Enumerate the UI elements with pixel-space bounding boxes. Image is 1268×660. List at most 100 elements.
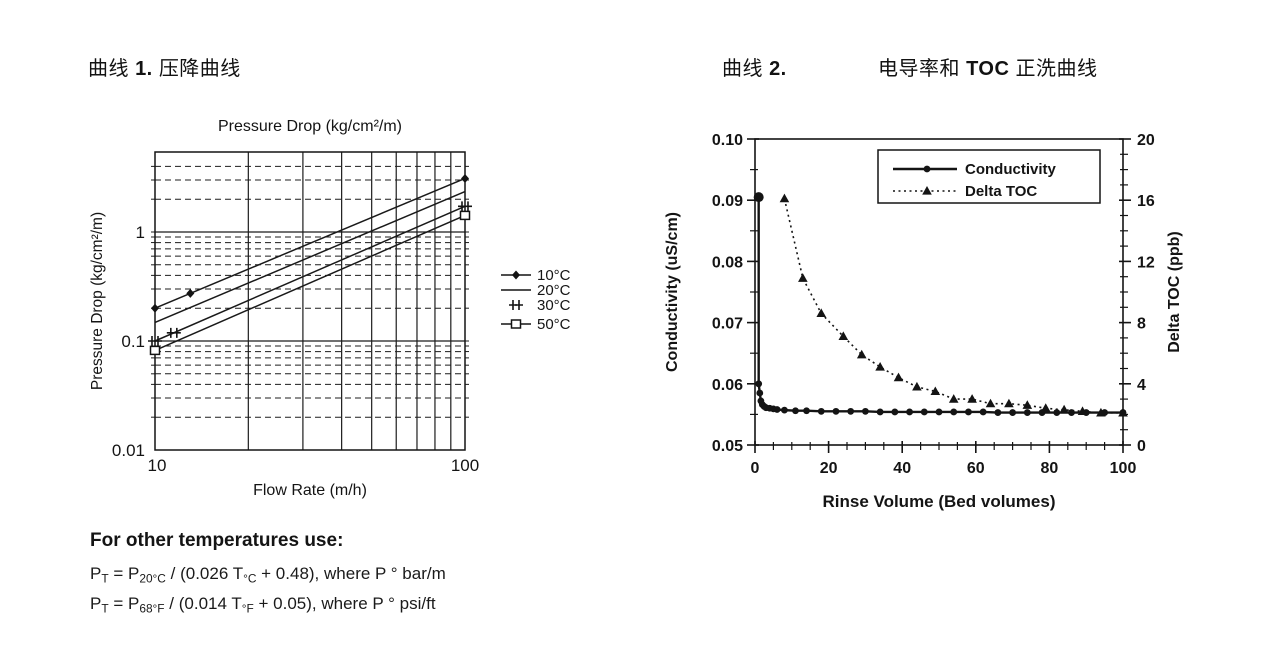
conductivity-point: [773, 406, 781, 413]
chart2-x-tick-label: 60: [967, 460, 985, 477]
plot-border: [154, 151, 466, 451]
conductivity-point: [817, 407, 825, 415]
chart2-x-tick-label: 80: [1041, 460, 1059, 477]
conductivity-point: [1009, 409, 1016, 416]
delta-toc-point: [1118, 407, 1128, 417]
chart2-x-tick-label: 20: [820, 460, 838, 477]
formula-line: PT = P68°F / (0.014 T°F + 0.05), where P…: [90, 593, 436, 616]
chart2-x-tick-label: 40: [893, 460, 911, 477]
chart1-legend-label: 30°C: [537, 297, 571, 314]
grid: [151, 152, 469, 450]
conductivity-point: [832, 407, 840, 415]
chart1-y-tick-label: 0.1: [121, 332, 145, 351]
legend-square: [510, 319, 522, 329]
chart1-y-tick-label: 0.01: [112, 441, 145, 460]
delta-toc-point: [1022, 400, 1033, 409]
10°C-marker: [461, 173, 469, 183]
chart2-left-tick-label: 0.09: [712, 193, 743, 210]
chart1-legend-label: 50°C: [537, 316, 571, 333]
figure2-caption-number: 曲线 2.: [722, 58, 787, 80]
conductivity-point: [792, 407, 799, 415]
conductivity-point: [756, 389, 764, 397]
conductivity-point: [803, 407, 810, 415]
delta-toc-point: [798, 273, 808, 282]
conductivity-point: [847, 407, 855, 415]
delta-toc-point: [1004, 398, 1014, 408]
delta-toc-point: [1040, 403, 1051, 412]
chart1-x-tick-label: 10: [148, 456, 167, 475]
delta-toc-point: [930, 386, 941, 396]
delta-toc-point: [1096, 407, 1106, 417]
series-delta-toc: [779, 193, 1128, 417]
chart2-right-tick-label: 4: [1137, 377, 1146, 394]
conductivity-point: [862, 407, 869, 415]
chart2-right-tick-label: 16: [1137, 193, 1155, 210]
series-10°C: [151, 173, 469, 313]
conductivity-point: [891, 408, 899, 416]
30°C-marker: [148, 336, 162, 346]
10°C-marker: [151, 303, 159, 313]
formula-heading: For other temperatures use:: [90, 530, 344, 551]
series-20°C: [154, 190, 466, 324]
chart2-left-tick-label: 0.08: [712, 254, 743, 271]
30°C-marker: [458, 201, 472, 212]
30°C-marker: [166, 327, 181, 338]
delta-toc-point: [893, 372, 904, 382]
chart1-legend: 10°C20°C30°C 50°C: [501, 267, 571, 333]
axes-ticks: [747, 138, 1131, 453]
chart2-x-tick-label: 0: [751, 460, 760, 477]
chart1-legend-label: 20°C: [537, 282, 571, 299]
delta-toc-point: [779, 193, 790, 203]
chart1-title: Pressure Drop (kg/cm²/m): [218, 118, 402, 135]
10°C-marker: [186, 288, 195, 298]
chart2-left-tick-label: 0.07: [712, 316, 743, 333]
figure1-caption-number: 1.: [135, 58, 153, 80]
legend-plusplus: [509, 300, 523, 310]
figure2-caption-title: 电导率和 TOC 正洗曲线: [878, 58, 1098, 80]
series-30°C: [148, 201, 472, 346]
conductivity-point: [906, 408, 913, 416]
chart2-legend-label: Delta TOC: [965, 183, 1037, 200]
chart2-left-tick-label: 0.06: [712, 377, 743, 394]
chart2-x-tick-label: 100: [1110, 460, 1137, 477]
conductivity-point: [876, 408, 884, 416]
chart2-right-tick-label: 8: [1137, 316, 1146, 333]
conductivity-point: [1023, 409, 1031, 416]
50°C-marker: [459, 210, 471, 221]
delta-toc-point: [985, 398, 996, 408]
legend-triangle: [922, 186, 932, 195]
conductivity-point: [753, 192, 764, 203]
conductivity-point: [1053, 409, 1061, 416]
formula-lines: PT = P20°C / (0.026 T°C + 0.48), where P…: [90, 564, 570, 615]
chart2-left-axis-label: Conductivity (uS/cm): [664, 212, 681, 372]
conductivity-point: [979, 408, 987, 416]
delta-toc-point: [856, 349, 867, 359]
chart1-x-axis-label: Flow Rate (m/h): [253, 482, 367, 499]
delta-toc-point: [948, 394, 959, 403]
chart2-x-axis-label: Rinse Volume (Bed volumes): [822, 492, 1055, 511]
conductivity-point: [935, 408, 943, 416]
delta-toc-point: [912, 381, 922, 391]
50°C-marker: [149, 345, 161, 356]
figure1-caption-title: 压降曲线: [158, 58, 241, 80]
conductivity-point: [920, 408, 928, 416]
chart2-right-axis-label: Delta TOC (ppb): [1166, 231, 1183, 352]
chart1-y-tick-label: 1: [136, 223, 145, 242]
conductivity-point: [994, 409, 1002, 416]
delta-toc-point: [967, 394, 977, 403]
conductivity-toc-rinse-chart: 0.05 0.06 0.07 0.08 0.09 0.10 0 4 8 12 16 20 0 20 40 60…: [664, 132, 1183, 511]
chart2-legend: Conductivity Delta TOC: [877, 149, 1101, 204]
conductivity-point: [965, 408, 972, 416]
conductivity-point: [781, 406, 788, 414]
legend-circle: [923, 165, 931, 173]
chart1-y-axis-label: Pressure Drop (kg/cm²/m): [89, 212, 106, 390]
chart2-right-tick-label: 0: [1137, 438, 1146, 455]
conductivity-point: [755, 380, 763, 388]
figure1-caption-prefix: 曲线: [88, 58, 129, 80]
delta-toc-point: [1059, 404, 1069, 414]
chart2-left-tick-label: 0.10: [712, 132, 743, 149]
pressure-drop-chart: Pressure Drop (kg/cm²/m) Pressure Drop (k…: [89, 118, 571, 499]
chart1-x-tick-label: 100: [451, 456, 479, 475]
chart2-right-tick-label: 20: [1137, 132, 1155, 149]
series-50°C: [149, 210, 471, 356]
